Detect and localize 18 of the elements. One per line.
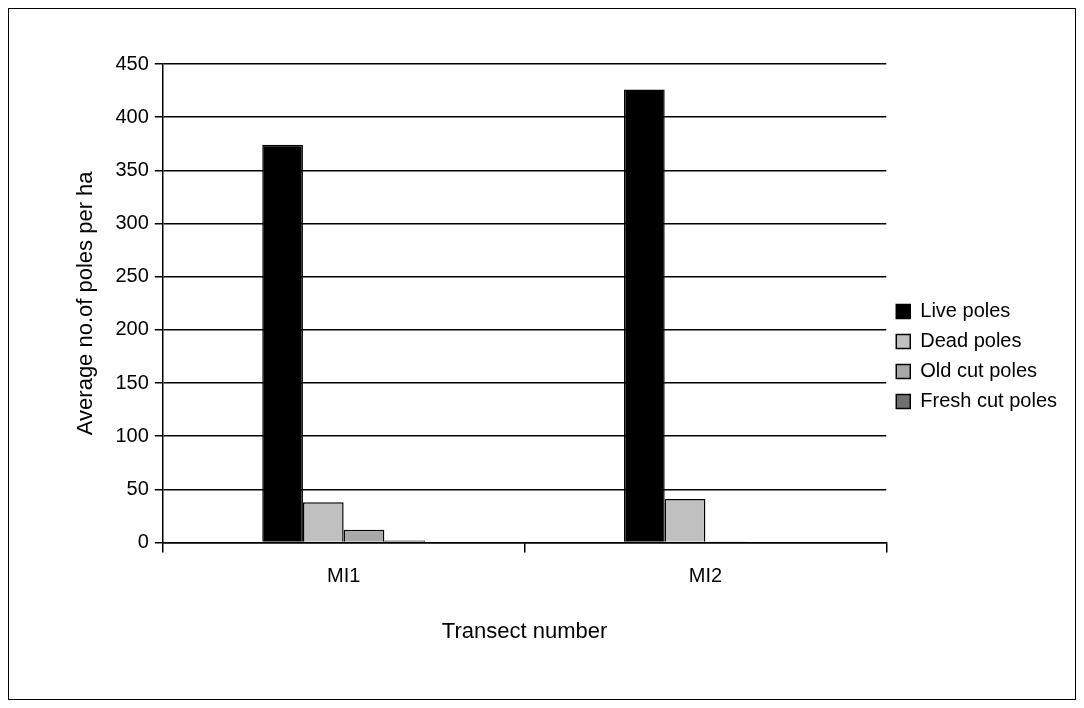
y-tick-label: 100 xyxy=(115,423,149,446)
legend-label: Live poles xyxy=(920,299,1011,322)
legend-label: Fresh cut poles xyxy=(920,389,1058,412)
y-tick-label: 450 xyxy=(115,51,149,74)
legend-label: Old cut poles xyxy=(920,359,1038,382)
y-tick-label: 0 xyxy=(137,530,149,553)
legend-label: Dead poles xyxy=(920,329,1022,352)
y-tick-label: 200 xyxy=(115,317,149,340)
x-tick-label: MI2 xyxy=(688,564,723,587)
y-tick-label: 300 xyxy=(115,211,149,234)
y-tick-label: 400 xyxy=(115,104,149,127)
y-axis-title: Average no.of poles per ha xyxy=(72,170,98,436)
x-tick-label: MI1 xyxy=(326,564,361,587)
y-tick-label: 350 xyxy=(115,157,149,180)
y-tick-label: 50 xyxy=(126,476,149,499)
y-tick-label: 150 xyxy=(115,370,149,393)
x-axis-title: Transect number xyxy=(441,617,608,643)
y-tick-label: 250 xyxy=(115,264,149,287)
